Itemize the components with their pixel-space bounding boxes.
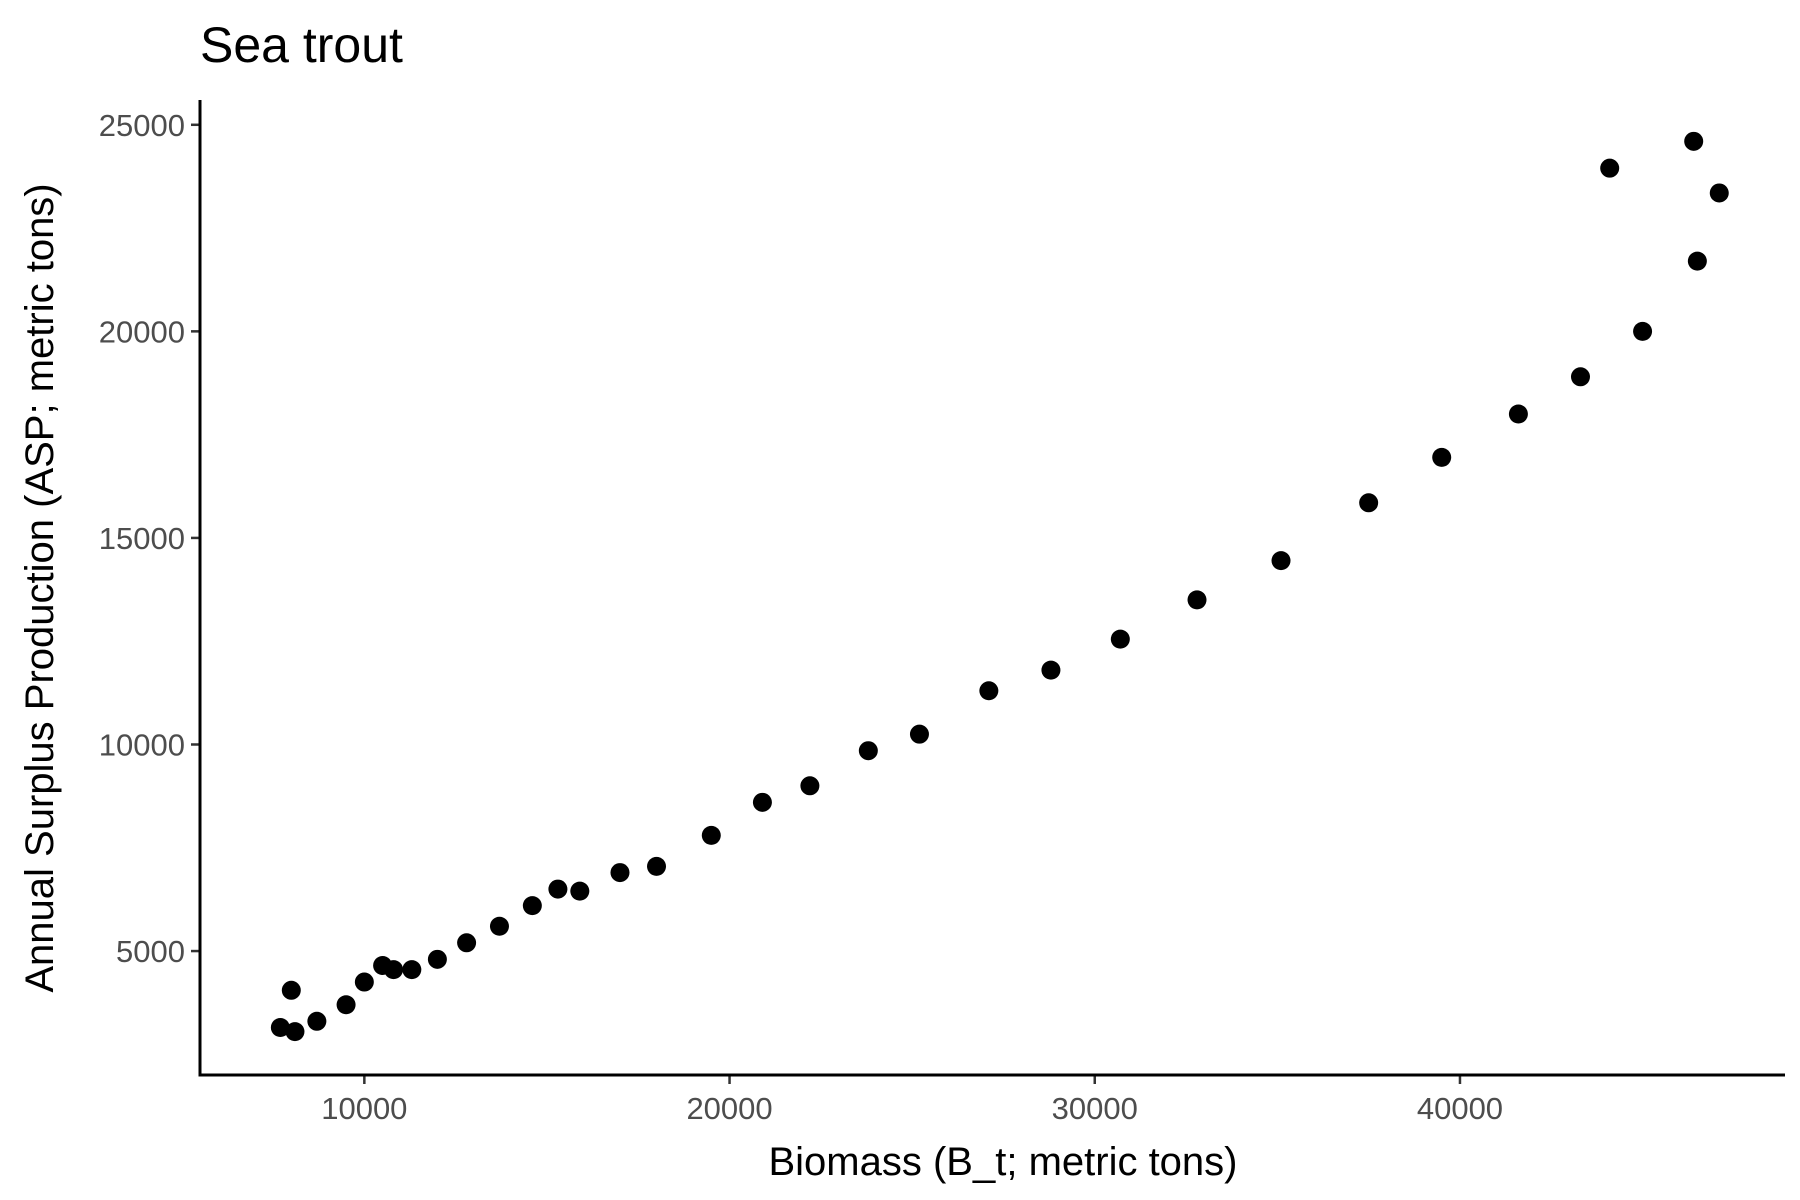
y-axis-ticks: 5000 10000 15000 20000 25000 — [99, 108, 200, 969]
data-point — [979, 681, 999, 701]
data-point — [336, 995, 356, 1015]
data-point — [489, 916, 509, 936]
x-tick-label: 40000 — [1417, 1091, 1503, 1126]
data-point — [285, 1022, 305, 1042]
data-point — [570, 881, 590, 901]
data-point — [800, 776, 820, 796]
data-point — [1684, 131, 1704, 151]
data-point — [1633, 321, 1653, 341]
y-axis-title: Annual Surplus Production (ASP; metric t… — [18, 183, 62, 992]
data-point — [384, 960, 404, 980]
data-point — [522, 896, 542, 916]
data-point — [1271, 551, 1291, 571]
x-tick-label: 30000 — [1052, 1091, 1138, 1126]
data-point — [548, 879, 568, 899]
data-point — [457, 933, 477, 953]
data-point — [1041, 660, 1061, 680]
x-tick-label: 20000 — [686, 1091, 772, 1126]
data-point — [610, 863, 630, 883]
data-point — [427, 949, 447, 969]
y-tick-label: 5000 — [116, 934, 185, 969]
y-tick-label: 15000 — [99, 521, 185, 556]
data-point — [402, 960, 422, 980]
data-point — [1508, 404, 1528, 424]
data-point — [1110, 629, 1130, 649]
y-tick-label: 20000 — [99, 314, 185, 349]
data-point — [307, 1011, 327, 1031]
y-tick-label: 25000 — [99, 108, 185, 143]
data-point — [354, 972, 374, 992]
chart-title: Sea trout — [200, 17, 403, 73]
data-point — [1432, 447, 1452, 467]
data-point — [909, 724, 929, 744]
data-point — [1359, 493, 1379, 513]
data-point — [647, 856, 667, 876]
y-tick-label: 10000 — [99, 727, 185, 762]
data-points — [270, 131, 1729, 1042]
data-point — [1600, 158, 1620, 178]
x-axis-title: Biomass (B_t; metric tons) — [768, 1140, 1237, 1184]
data-point — [1687, 251, 1707, 271]
data-point — [1709, 183, 1729, 203]
x-tick-label: 10000 — [321, 1091, 407, 1126]
x-axis-ticks: 10000 20000 30000 40000 — [321, 1075, 1503, 1126]
data-point — [752, 792, 772, 812]
data-point — [701, 825, 721, 845]
data-point — [1187, 590, 1207, 610]
data-point — [270, 1017, 290, 1037]
data-point — [858, 741, 878, 761]
data-point — [281, 980, 301, 1000]
data-point — [1570, 367, 1590, 387]
